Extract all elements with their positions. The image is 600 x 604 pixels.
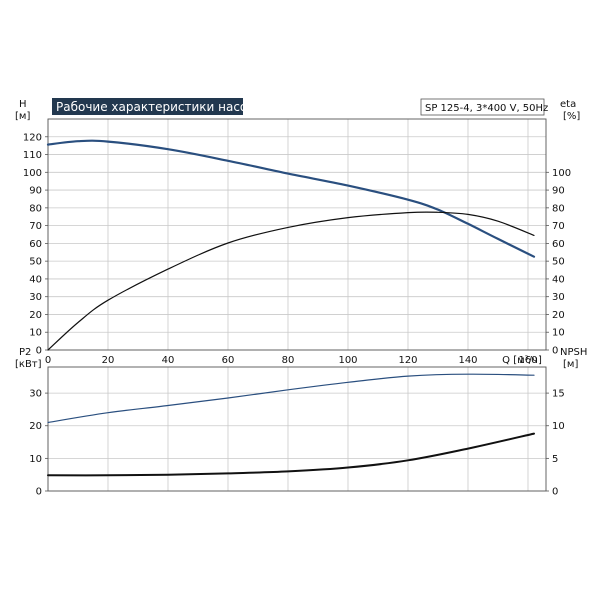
y-left-tick-label: 100	[23, 168, 42, 179]
y-left-axis-title: H	[19, 99, 27, 110]
x-tick-label: 160	[518, 355, 537, 366]
y-left-axis-unit: [м]	[15, 111, 30, 122]
y-right-tick-label: 50	[552, 257, 565, 268]
y-left-tick-label: 0	[36, 346, 42, 357]
series-line-1-2	[47, 211, 535, 351]
y-left-tick-label: 30	[29, 292, 42, 303]
y-left-tick-label: 20	[29, 310, 42, 321]
y-left-tick-label: 80	[29, 203, 42, 214]
y-left-tick-label: 110	[23, 150, 42, 161]
x-tick-label: 120	[398, 355, 417, 366]
y-left-tick-label: 0	[36, 487, 42, 498]
y-left-tick-label: 40	[29, 274, 42, 285]
plot-frame-1	[47, 118, 547, 351]
y-left-axis-title: P2	[19, 347, 31, 358]
y-left-tick-label: 10	[29, 328, 42, 339]
y-right-tick-label: 80	[552, 203, 565, 214]
y-right-tick-label: 0	[552, 487, 558, 498]
y-left-tick-label: 50	[29, 257, 42, 268]
y-right-tick-label: 10	[552, 421, 565, 432]
y-right-axis-unit: [%]	[563, 111, 580, 122]
y-left-tick-label: 20	[29, 421, 42, 432]
y-right-tick-label: 30	[552, 292, 565, 303]
y-right-axis-unit: [м]	[563, 359, 578, 370]
y-right-tick-label: 0	[552, 346, 558, 357]
x-tick-label: 60	[222, 355, 235, 366]
y-left-axis-unit: [кВт]	[15, 359, 42, 370]
series-line-1-1	[46, 139, 536, 258]
y-left-tick-label: 70	[29, 221, 42, 232]
y-right-tick-label: 20	[552, 310, 565, 321]
y-left-tick-label: 120	[23, 132, 42, 143]
chart-title: Рабочие характеристики насоса	[56, 100, 261, 114]
y-right-tick-label: 40	[552, 274, 565, 285]
series-line-2-2	[47, 432, 535, 477]
x-tick-label: 140	[458, 355, 477, 366]
plot-area-1	[48, 119, 546, 350]
y-right-axis-title: eta	[560, 99, 576, 110]
y-right-tick-label: 100	[552, 168, 571, 179]
x-axis-title: Q [м³/ч]	[502, 355, 542, 366]
chart-note: SP 125-4, 3*400 V, 50Hz	[425, 103, 548, 114]
y-right-tick-label: 15	[552, 389, 565, 400]
x-tick-label: 0	[45, 355, 51, 366]
chart-title-box	[52, 98, 243, 115]
y-left-tick-label: 30	[29, 389, 42, 400]
chart-note-box	[420, 98, 545, 116]
x-tick-label: 40	[162, 355, 175, 366]
y-left-tick-label: 90	[29, 186, 42, 197]
y-right-tick-label: 90	[552, 186, 565, 197]
plot-frame-2	[47, 366, 547, 492]
y-right-axis-title: NPSH	[560, 347, 587, 358]
y-right-tick-label: 60	[552, 239, 565, 250]
plot-area-2	[48, 367, 546, 491]
y-right-tick-label: 70	[552, 221, 565, 232]
y-left-tick-label: 60	[29, 239, 42, 250]
series-line-2-1	[47, 373, 535, 424]
y-right-tick-label: 10	[552, 328, 565, 339]
x-tick-label: 100	[338, 355, 357, 366]
x-tick-label: 20	[102, 355, 115, 366]
y-left-tick-label: 10	[29, 454, 42, 465]
y-right-tick-label: 5	[552, 454, 558, 465]
x-tick-label: 80	[282, 355, 295, 366]
